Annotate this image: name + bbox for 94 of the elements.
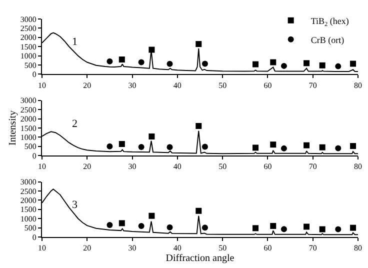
x-tick-label: 50 (218, 244, 227, 253)
x-tick-label: 60 (264, 162, 272, 172)
annotation: 2 (72, 118, 78, 130)
annotation: 1 (72, 36, 78, 48)
y-tick-label: 500 (24, 142, 36, 152)
y-tick-label: 2500 (20, 105, 36, 114)
x-tick-label: 20 (83, 244, 92, 253)
y-tick-label: 1000 (20, 214, 36, 224)
x-tick-label: 80 (354, 244, 362, 253)
x-tick-label: 10 (38, 162, 46, 172)
y-tick-label: 1500 (20, 124, 36, 133)
legend-label: TiB$_{2}$ (hex) (310, 16, 349, 28)
point (138, 144, 144, 150)
point (350, 224, 356, 231)
point (270, 142, 276, 148)
x-tick-label: 80 (354, 80, 362, 90)
point (138, 59, 144, 66)
point (202, 224, 208, 231)
point (335, 63, 342, 70)
x-tick-label: 30 (128, 80, 136, 90)
point (106, 222, 113, 228)
x-tick-label: 20 (83, 162, 92, 172)
y-tick-label: 3000 (20, 178, 36, 187)
point (350, 143, 356, 150)
x-tick-label: 40 (173, 244, 182, 253)
x-tick-label: 10 (38, 80, 46, 90)
y-tick-label: 2000 (20, 196, 36, 205)
point (166, 60, 173, 67)
x-tick-label: 70 (308, 162, 317, 172)
x-tick-label: 50 (218, 162, 227, 172)
y-tick-label: 1500 (20, 205, 36, 214)
x-tick-label: 30 (128, 162, 136, 172)
y-tick-label: 500 (24, 224, 36, 233)
x-tick-label: 50 (218, 80, 227, 90)
point (270, 59, 276, 66)
x-tick-label: 40 (173, 80, 182, 90)
x-tick-label: 70 (308, 80, 317, 90)
y-tick-label: 3000 (20, 96, 36, 106)
x-tick-label: 60 (264, 244, 272, 253)
point (304, 60, 310, 66)
point (335, 145, 342, 152)
point (319, 62, 326, 68)
annotation: 3 (72, 199, 78, 211)
x-tick-label: 10 (38, 244, 46, 253)
y-tick-label: 500 (24, 60, 36, 70)
point (304, 224, 310, 230)
point (252, 144, 259, 151)
x-tick-label: 60 (264, 80, 272, 90)
point (148, 212, 155, 219)
point (280, 226, 287, 232)
point (304, 142, 310, 148)
point (118, 56, 125, 62)
point (196, 41, 202, 48)
point (252, 225, 259, 232)
point (106, 58, 113, 64)
point (319, 226, 326, 232)
x-tick-label: 20 (83, 80, 92, 90)
y-tick-label: 2000 (20, 114, 36, 124)
y-tick-label: 1000 (20, 133, 36, 142)
point (319, 144, 326, 150)
y-tick-label: 3000 (20, 14, 36, 24)
point (138, 222, 144, 229)
point (202, 60, 208, 67)
y-tick-label: 1000 (20, 52, 36, 61)
point (280, 145, 287, 152)
point (202, 144, 208, 150)
point (148, 133, 155, 140)
point (118, 220, 125, 226)
y-tick-label: 0 (32, 151, 36, 160)
y-tick-label: 2500 (20, 24, 36, 33)
y-tick-label: 2000 (20, 33, 36, 42)
point (270, 222, 276, 229)
y-tick-label: 2500 (20, 186, 36, 196)
x-tick-label: 70 (308, 244, 317, 253)
point (118, 141, 125, 148)
point (196, 208, 202, 214)
x-axis-title: Diffraction angle (166, 253, 235, 264)
point (196, 122, 202, 129)
point (148, 46, 155, 53)
x-tick-label: 80 (354, 162, 362, 172)
legend-label: CrB (ort) (310, 34, 344, 45)
y-tick-label: 1500 (20, 42, 36, 52)
point (252, 61, 259, 68)
y-tick-label: 0 (32, 70, 36, 80)
point (350, 60, 356, 67)
point (166, 224, 173, 230)
y-axis-title: Intensity (7, 110, 18, 146)
y-tick-label: 0 (32, 232, 36, 242)
point (166, 144, 173, 150)
x-tick-label: 30 (128, 244, 136, 253)
x-tick-label: 40 (173, 162, 182, 172)
point (106, 143, 113, 150)
point (280, 62, 287, 69)
point (335, 226, 342, 232)
